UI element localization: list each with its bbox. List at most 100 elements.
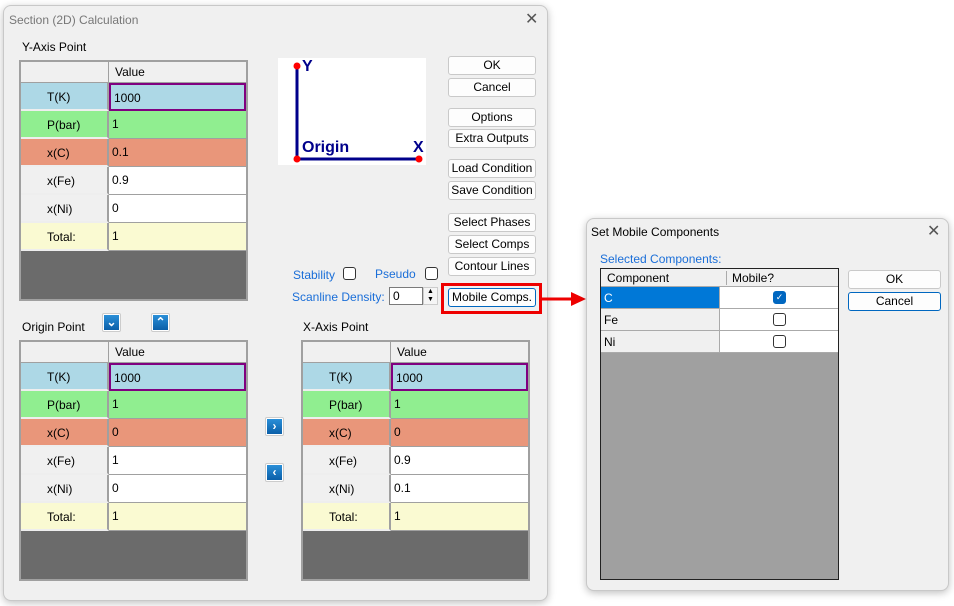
- row-label: P(bar): [303, 391, 391, 419]
- close-icon[interactable]: ✕: [927, 223, 941, 240]
- row-header-corner: [21, 62, 109, 82]
- highlight-box: [441, 283, 542, 314]
- value-cell[interactable]: 1: [391, 391, 528, 419]
- table-row[interactable]: x(Fe) 0.9: [303, 447, 528, 475]
- cancel-button[interactable]: Cancel: [448, 78, 536, 97]
- table-row[interactable]: x(Fe) 0.9: [21, 167, 246, 195]
- row-label: T(K): [21, 363, 109, 391]
- grid-header: Value: [21, 342, 246, 363]
- table-row[interactable]: P(bar) 1: [21, 111, 246, 139]
- value-column-header: Value: [115, 65, 145, 79]
- mobile-checkbox[interactable]: [773, 335, 786, 348]
- row-label: Total:: [21, 503, 109, 531]
- value-column-header: Value: [397, 345, 427, 359]
- arrow-icon: [541, 292, 586, 306]
- components-grid: Component Mobile? C ✓ Fe Ni: [600, 268, 839, 580]
- scanline-density-label: Scanline Density:: [292, 290, 385, 304]
- grid-header: Value: [303, 342, 528, 363]
- value-cell[interactable]: 0.9: [391, 447, 528, 475]
- value-cell[interactable]: 0: [109, 195, 246, 223]
- selected-components-label: Selected Components:: [600, 252, 722, 266]
- table-row[interactable]: x(Fe) 1: [21, 447, 246, 475]
- value-cell[interactable]: 0.9: [109, 167, 246, 195]
- row-label: x(Fe): [21, 167, 109, 195]
- row-label: P(bar): [21, 391, 109, 419]
- col-component: Component: [607, 271, 670, 285]
- value-cell[interactable]: 1: [109, 223, 246, 251]
- row-label: x(Ni): [21, 195, 109, 223]
- copy-right-button[interactable]: ›: [265, 417, 284, 436]
- scanline-density-input[interactable]: 0: [389, 287, 423, 305]
- scanline-spinner[interactable]: ▲ ▼: [423, 287, 438, 305]
- table-row[interactable]: T(K) 1000: [21, 83, 246, 111]
- row-label: x(C): [21, 139, 109, 167]
- value-cell[interactable]: 1: [109, 391, 246, 419]
- options-button[interactable]: Options: [448, 108, 536, 127]
- select-comps-button[interactable]: Select Comps: [448, 235, 536, 254]
- value-cell[interactable]: 1: [109, 111, 246, 139]
- mobile-cancel-button[interactable]: Cancel: [848, 292, 941, 311]
- grid-header: Component Mobile?: [601, 269, 838, 287]
- list-item[interactable]: C ✓: [601, 287, 838, 309]
- close-icon[interactable]: ✕: [525, 11, 539, 28]
- ok-button[interactable]: OK: [448, 56, 536, 75]
- value-cell[interactable]: 0: [109, 475, 246, 503]
- pseudo-checkbox[interactable]: [425, 267, 438, 280]
- copy-down-button[interactable]: ⌄: [102, 313, 121, 332]
- table-row[interactable]: T(K) 1000: [21, 363, 246, 391]
- mobile-dialog-title: Set Mobile Components: [591, 225, 720, 239]
- copy-left-button[interactable]: ‹: [265, 463, 284, 482]
- value-cell[interactable]: 0.1: [391, 475, 528, 503]
- list-item[interactable]: Fe: [601, 309, 838, 331]
- value-cell[interactable]: 0: [391, 419, 528, 447]
- row-label: T(K): [21, 83, 109, 111]
- value-cell[interactable]: 1: [109, 447, 246, 475]
- value-cell[interactable]: 1000: [391, 363, 528, 391]
- copy-up-button[interactable]: ⌃: [151, 313, 170, 332]
- contour-lines-button[interactable]: Contour Lines: [448, 257, 536, 276]
- stability-label: Stability: [293, 268, 336, 282]
- diagram-origin-label: Origin: [302, 139, 350, 156]
- row-label: T(K): [303, 363, 391, 391]
- select-phases-button[interactable]: Select Phases: [448, 213, 536, 232]
- table-row[interactable]: x(Ni) 0.1: [303, 475, 528, 503]
- table-row[interactable]: P(bar) 1: [21, 391, 246, 419]
- list-item[interactable]: Ni: [601, 331, 838, 353]
- value-cell[interactable]: 1000: [109, 363, 246, 391]
- table-row[interactable]: P(bar) 1: [303, 391, 528, 419]
- value-cell[interactable]: 1: [391, 503, 528, 531]
- chevron-left-icon: ‹: [267, 465, 282, 480]
- value-cell[interactable]: 1000: [109, 83, 246, 111]
- extra-outputs-button[interactable]: Extra Outputs: [448, 129, 536, 148]
- stability-checkbox[interactable]: [343, 267, 356, 280]
- mobile-ok-button[interactable]: OK: [848, 270, 941, 289]
- save-condition-button[interactable]: Save Condition: [448, 181, 536, 200]
- y-axis-label: Y-Axis Point: [22, 40, 87, 54]
- y-axis-grid: Value T(K) 1000 P(bar) 1 x(C) 0.1 x(Fe) 0.9 x(Ni)…: [19, 60, 248, 301]
- table-row[interactable]: Total: 1: [303, 503, 528, 531]
- table-row[interactable]: T(K) 1000: [303, 363, 528, 391]
- table-row[interactable]: x(C) 0: [21, 419, 246, 447]
- row-header-corner: [303, 342, 391, 362]
- table-row[interactable]: Total: 1: [21, 223, 246, 251]
- table-row[interactable]: x(C) 0: [303, 419, 528, 447]
- value-cell[interactable]: 1: [109, 503, 246, 531]
- mobile-comps-button[interactable]: Mobile Comps.: [448, 288, 536, 307]
- value-cell[interactable]: 0.1: [109, 139, 246, 167]
- x-axis-grid: Value T(K) 1000 P(bar) 1 x(C) 0 x(Fe) 0.9 x(Ni) 0.…: [301, 340, 530, 581]
- row-label: x(C): [21, 419, 109, 447]
- chevron-up-icon: ⌃: [153, 315, 168, 330]
- pseudo-label: Pseudo: [375, 267, 416, 281]
- load-condition-button[interactable]: Load Condition: [448, 159, 536, 178]
- table-row[interactable]: Total: 1: [21, 503, 246, 531]
- axis-diagram: Y Origin X: [278, 58, 426, 165]
- row-label: Total:: [303, 503, 391, 531]
- table-row[interactable]: x(Ni) 0: [21, 475, 246, 503]
- row-label: x(Fe): [21, 447, 109, 475]
- table-row[interactable]: x(C) 0.1: [21, 139, 246, 167]
- value-cell[interactable]: 0: [109, 419, 246, 447]
- mobile-checkbox[interactable]: [773, 313, 786, 326]
- component-name: C: [601, 287, 720, 308]
- table-row[interactable]: x(Ni) 0: [21, 195, 246, 223]
- mobile-checkbox[interactable]: ✓: [773, 291, 786, 304]
